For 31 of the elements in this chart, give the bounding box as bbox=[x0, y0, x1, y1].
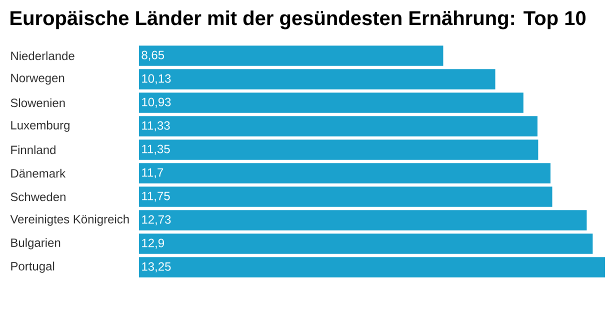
bar bbox=[139, 257, 606, 278]
y-tick-label: Niederlande bbox=[11, 51, 74, 60]
y-tick-label: Vereinigtes Königreich bbox=[10, 214, 129, 226]
bar bbox=[139, 46, 444, 66]
y-tick-label: Norwegen bbox=[11, 74, 64, 85]
y-tick-label: Bulgarien bbox=[11, 238, 60, 250]
data-label: 13,25 bbox=[142, 262, 171, 272]
y-tick-label: Schweden bbox=[10, 192, 66, 202]
y-tick-label: Portugal bbox=[11, 262, 54, 273]
chart-title: Europäische Länder mit der gesündesten Ernährung: Top 10 bbox=[10, 10, 586, 30]
data-label: 11,33 bbox=[142, 121, 170, 132]
data-label: 11,7 bbox=[142, 168, 164, 178]
data-label: 8,65 bbox=[142, 50, 164, 61]
y-tick-label: Slowenien bbox=[10, 98, 65, 108]
bar bbox=[139, 69, 496, 90]
data-label: 10,93 bbox=[142, 98, 171, 108]
data-label: 12,9 bbox=[142, 238, 164, 249]
data-label: 12,73 bbox=[142, 215, 171, 226]
bar bbox=[139, 186, 552, 207]
bar bbox=[139, 116, 538, 136]
data-label: 11,75 bbox=[142, 192, 170, 202]
y-tick-label: Luxemburg bbox=[11, 120, 70, 132]
y-tick-label: Dänemark bbox=[11, 168, 66, 178]
data-label: 11,35 bbox=[142, 144, 170, 155]
y-tick-label: Finnland bbox=[11, 145, 56, 154]
bar bbox=[139, 92, 524, 113]
bar bbox=[139, 140, 538, 160]
bar bbox=[139, 234, 593, 254]
bar bbox=[139, 163, 550, 184]
bar bbox=[139, 210, 587, 230]
data-label: 10,13 bbox=[142, 74, 171, 84]
